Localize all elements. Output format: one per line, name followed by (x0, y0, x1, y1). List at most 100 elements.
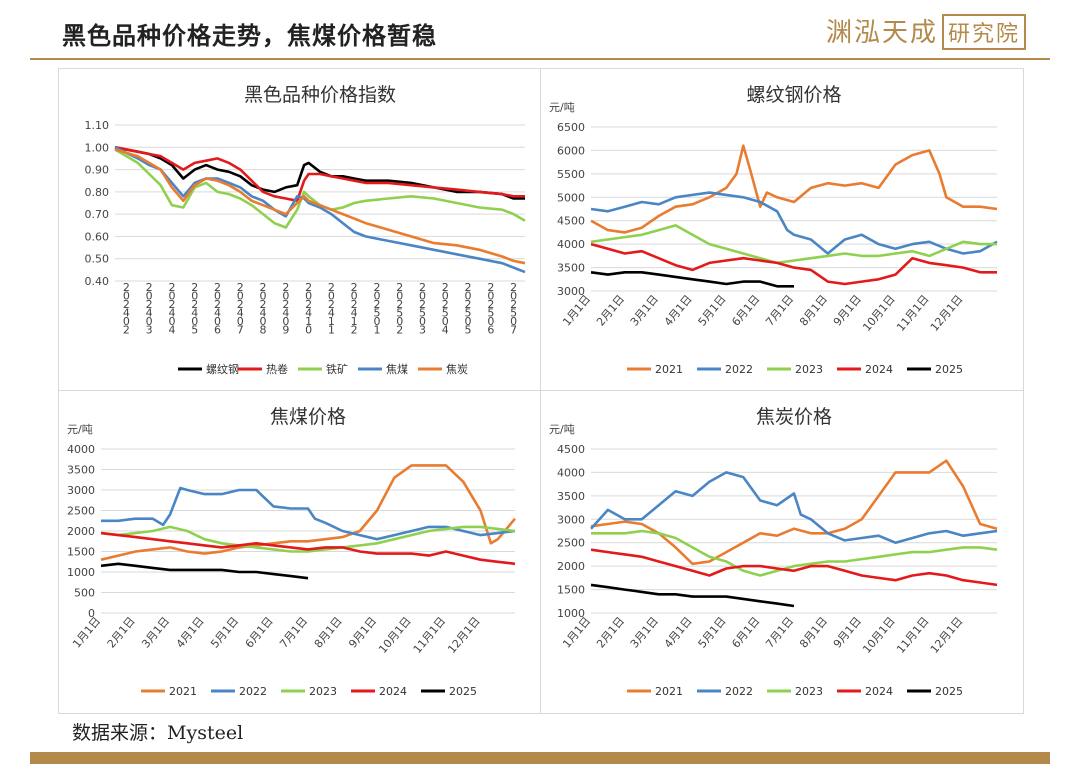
chart-title-rebar: 螺纹钢价格 (746, 84, 841, 106)
y-tick-label: 1.00 (85, 141, 110, 154)
x-tick-char: 4 (237, 307, 244, 320)
y-tick-label: 4500 (557, 443, 585, 456)
y-tick-label: 4000 (67, 443, 95, 456)
x-tick-char: 0 (123, 290, 130, 303)
x-tick-label: 7月1日 (763, 293, 796, 329)
x-tick-char: 2 (123, 298, 130, 311)
x-tick-char: 0 (260, 315, 267, 328)
x-tick-label: 6月1日 (729, 615, 762, 651)
chart-panel-coke: 焦炭价格 元/吨 4500 4000 3500 3000 2500 2000 1500 1000 1… (540, 390, 1024, 714)
x-tick-char: 2 (510, 298, 517, 311)
x-tick-label: 11月1日 (894, 293, 932, 334)
x-tick-char: 0 (282, 290, 289, 303)
legend-label-2024: 2024 (865, 685, 893, 698)
legend-label-2024: 2024 (865, 363, 893, 376)
legend-label-热卷: 热卷 (266, 362, 288, 376)
x-tick-char: 2 (237, 281, 244, 294)
x-tick-char: 1 (328, 324, 335, 337)
x-tick-char: 0 (487, 315, 494, 328)
x-tick-label: 8月1日 (797, 293, 830, 329)
x-tick-char: 0 (168, 315, 175, 328)
y-tick-label: 3500 (557, 262, 585, 275)
x-tick-char: 0 (168, 290, 175, 303)
x-tick-label: 5月1日 (696, 615, 729, 651)
x-tick-char: 0 (373, 290, 380, 303)
x-tick-char: 4 (191, 307, 198, 320)
x-tick-char: 0 (442, 315, 449, 328)
x-tick-label: 12月1日 (928, 293, 966, 334)
x-tick-char: 2 (351, 281, 358, 294)
x-tick-char: 0 (373, 315, 380, 328)
legend-label-2021: 2021 (655, 363, 683, 376)
x-tick-char: 0 (328, 290, 335, 303)
x-tick-label: 7月1日 (763, 615, 796, 651)
y-tick-label: 6000 (557, 144, 585, 157)
x-tick-char: 2 (168, 281, 175, 294)
x-tick-char: 0 (237, 290, 244, 303)
series-line-热卷 (114, 146, 525, 203)
x-tick-label: 8月1日 (797, 615, 830, 651)
unit-label-rebar: 元/吨 (549, 101, 575, 114)
series-line-2024 (590, 548, 998, 587)
x-tick-char: 2 (510, 281, 517, 294)
y-tick-label: 1.10 (85, 119, 110, 132)
x-tick-char: 7 (237, 324, 244, 337)
x-tick-char: 0 (465, 290, 472, 303)
series-line-2021 (100, 464, 516, 561)
x-tick-label: 1月1日 (70, 615, 103, 651)
x-tick-char: 0 (191, 315, 198, 328)
x-tick-char: 1 (351, 315, 358, 328)
y-tick-label: 0.50 (85, 253, 110, 266)
legend-label-2024: 2024 (379, 685, 407, 698)
x-tick-label: 10月1日 (860, 615, 898, 656)
y-tick-label: 3000 (557, 513, 585, 526)
legend-label-2022: 2022 (239, 685, 267, 698)
x-tick-char: 2 (214, 298, 221, 311)
x-tick-char: 4 (123, 307, 130, 320)
x-tick-char: 2 (373, 281, 380, 294)
x-tick-char: 0 (442, 290, 449, 303)
x-tick-char: 0 (487, 290, 494, 303)
y-tick-label: 2000 (67, 525, 95, 538)
legend-label-2022: 2022 (725, 685, 753, 698)
y-tick-label: 3500 (557, 490, 585, 503)
x-tick-label: 7月1日 (277, 615, 310, 651)
x-tick-char: 5 (373, 307, 380, 320)
logo-text: 渊泓天成 (825, 18, 938, 48)
x-tick-char: 2 (191, 298, 198, 311)
x-tick-char: 0 (419, 290, 426, 303)
x-tick-label: 6月1日 (729, 293, 762, 329)
x-tick-char: 4 (282, 307, 289, 320)
legend-label-2025: 2025 (935, 685, 963, 698)
legend-label-焦煤: 焦煤 (386, 363, 408, 376)
x-tick-char: 0 (351, 290, 358, 303)
x-tick-char: 5 (191, 324, 198, 337)
x-tick-char: 2 (123, 281, 130, 294)
x-tick-char: 0 (123, 315, 130, 328)
y-tick-label: 5000 (557, 191, 585, 204)
x-tick-label: 12月1日 (928, 615, 966, 656)
legend-label-2022: 2022 (725, 363, 753, 376)
x-tick-char: 9 (282, 324, 289, 337)
y-tick-label: 0.60 (85, 230, 110, 243)
series-line-2024 (590, 242, 997, 286)
y-tick-label: 2000 (557, 560, 585, 573)
y-tick-label: 2500 (557, 537, 585, 550)
x-tick-char: 4 (168, 307, 175, 320)
x-tick-char: 2 (396, 324, 403, 337)
y-tick-label: 1000 (557, 607, 585, 620)
x-tick-char: 2 (214, 281, 221, 294)
x-tick-char: 0 (510, 290, 517, 303)
x-tick-char: 1 (328, 315, 335, 328)
x-tick-char: 2 (419, 281, 426, 294)
series-line-2022 (590, 191, 998, 255)
